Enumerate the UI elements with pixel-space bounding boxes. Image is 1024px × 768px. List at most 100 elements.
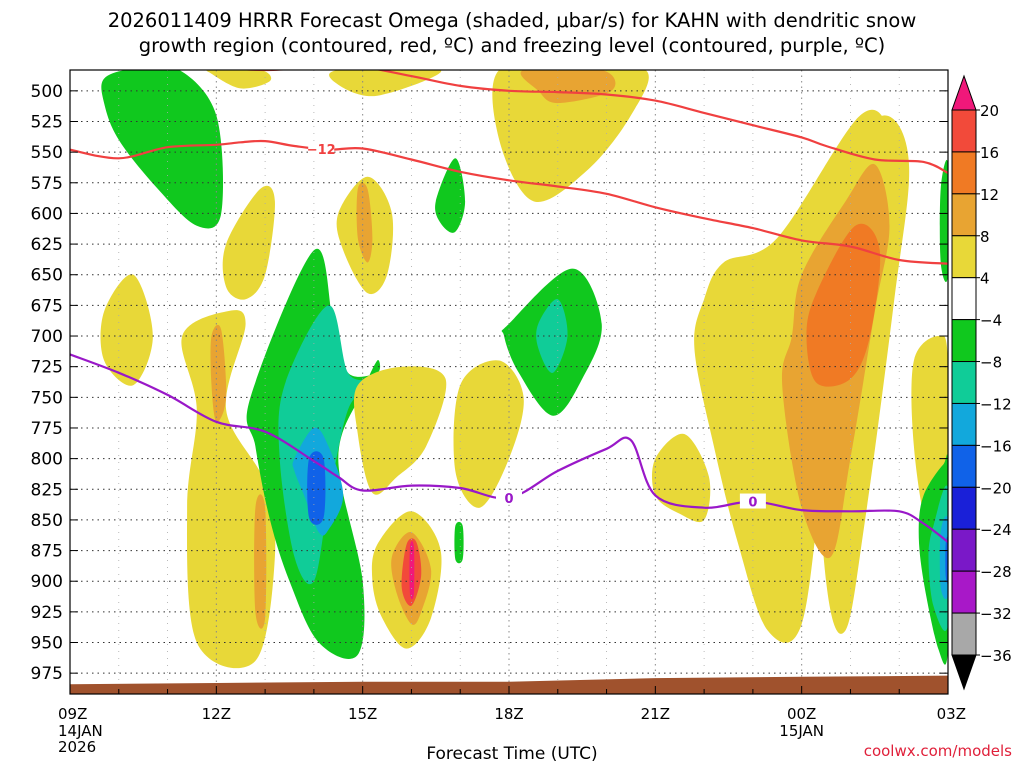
- x-axis-label: Forecast Time (UTC): [426, 744, 598, 764]
- y-tick-label-575: 575: [31, 174, 63, 194]
- omega-region-yellow-1130z-500: [206, 70, 272, 89]
- omega-region-green-1700z-865: [454, 521, 464, 564]
- colorbar: 20 16 12 8 4 −4 −8 −12 −16 −20 −24 −28 −32 −36: [951, 74, 1012, 691]
- omega-region-orange-1900z-510: [520, 70, 616, 104]
- y-tick-label-750: 750: [31, 388, 63, 408]
- x-tick-label-21Z: 21Z: [641, 705, 670, 723]
- y-tick-label-975: 975: [31, 664, 63, 684]
- colorbar-label-7: −12: [980, 395, 1012, 413]
- y-tick-label-650: 650: [31, 266, 63, 286]
- y-tick-label-500: 500: [31, 82, 63, 102]
- y-tick-label-700: 700: [31, 327, 63, 347]
- y-tick-label-875: 875: [31, 542, 63, 562]
- colorbar-label-0: 20: [980, 102, 999, 120]
- colorbar-label-12: −32: [980, 605, 1012, 623]
- ground-layer: [70, 675, 948, 694]
- x-tick-date-00Z: 15JAN: [779, 722, 824, 740]
- chart-title-line2: growth region (contoured, red, ºC) and f…: [138, 34, 886, 57]
- colorbar-label-4: 4: [980, 270, 990, 288]
- y-tick-label-600: 600: [31, 204, 63, 224]
- x-tick-date-09Z: 14JAN: [58, 722, 103, 740]
- colorbar-swatch-10: [951, 528, 977, 572]
- omega-region-deeporange-0030z-610-740: [806, 223, 881, 387]
- y-tick-label-775: 775: [31, 419, 63, 439]
- omega-region-yellow-2130z-785-850: [651, 433, 711, 523]
- colorbar-top-arrow: [951, 74, 977, 111]
- colorbar-swatch-9: [951, 486, 977, 530]
- omega-region-yellow-1230z-590-665: [222, 185, 275, 300]
- y-tick-label-725: 725: [31, 358, 63, 378]
- ground-surface: [70, 675, 948, 694]
- omega-region-yellow-1830z-720-840: [453, 360, 524, 508]
- colorbar-swatch-4: [951, 277, 977, 321]
- colorbar-swatch-11: [951, 570, 977, 614]
- contour-line-freezing-level: [70, 353, 948, 543]
- colorbar-label-6: −8: [980, 354, 1002, 372]
- contour-label-bg: [308, 140, 335, 156]
- y-tick-label-925: 925: [31, 603, 63, 623]
- omega-region-pink-1600z-885: [409, 541, 415, 600]
- omega-shading-layer: [100, 70, 948, 669]
- colorbar-label-3: 8: [980, 228, 990, 246]
- colorbar-swatch-8: [951, 444, 977, 488]
- colorbar-label-8: −16: [980, 437, 1012, 455]
- x-tick-label-09Z: 09Z: [58, 705, 87, 723]
- y-tick-label-950: 950: [31, 634, 63, 654]
- colorbar-label-1: 16: [980, 144, 999, 162]
- colorbar-label-9: −20: [980, 479, 1012, 497]
- contour-label-freezing-level: 0: [748, 496, 757, 511]
- contour-layer: −12 0 0: [70, 70, 948, 543]
- chart-title-line1: 2026011409 HRRR Forecast Omega (shaded, …: [107, 9, 917, 32]
- omega-region-orange-1300z-880: [254, 494, 267, 629]
- colorbar-swatch-0: [951, 109, 977, 153]
- x-tick-label-03Z: 03Z: [937, 705, 966, 723]
- x-tick-year-09Z: 2026: [58, 738, 96, 756]
- colorbar-label-5: −4: [980, 312, 1002, 330]
- colorbar-swatch-5: [951, 319, 977, 363]
- y-tick-label-525: 525: [31, 112, 63, 132]
- contour-label-dendritic-lower: −12: [307, 143, 336, 158]
- colorbar-swatch-3: [951, 235, 977, 279]
- colorbar-swatch-1: [951, 151, 977, 195]
- contour-label-bg: [496, 489, 522, 505]
- y-tick-label-800: 800: [31, 450, 63, 470]
- axis-layer: 500 525 550 575 600 625 650 675 700 725 750 775 800 8…: [31, 82, 966, 756]
- grid-layer: [70, 70, 948, 694]
- x-tick-label-12Z: 12Z: [202, 705, 231, 723]
- colorbar-label-2: 12: [980, 186, 999, 204]
- omega-region-green-0300z-560-650: [939, 159, 948, 282]
- colorbar-swatch-6: [951, 361, 977, 404]
- y-tick-label-550: 550: [31, 143, 63, 163]
- omega-region-yellow-1500z-725-840: [353, 366, 447, 495]
- contour-line-dendritic-upper: [236, 70, 948, 174]
- colorbar-bottom-arrow: [951, 654, 977, 691]
- y-tick-label-625: 625: [31, 235, 63, 255]
- omega-region-yellow-1200z-700-965: [181, 310, 276, 669]
- omega-region-orange-1500z-600: [356, 182, 373, 263]
- colorbar-label-10: −24: [980, 521, 1012, 539]
- omega-region-teal-1900z-700: [536, 299, 568, 373]
- colorbar-swatch-2: [951, 193, 977, 237]
- contour-label-bg: [739, 493, 766, 509]
- footer-link[interactable]: coolwx.com/models: [863, 742, 1012, 760]
- contour-label-freezing-level: 0: [504, 492, 513, 507]
- colorbar-swatch-12: [951, 612, 977, 656]
- omega-region-darkblue-1400z-825: [307, 451, 326, 525]
- omega-region-darkblue-0300z-880: [945, 536, 948, 584]
- y-tick-label-675: 675: [31, 296, 63, 316]
- x-tick-label-18Z: 18Z: [494, 705, 523, 723]
- colorbar-label-11: −28: [980, 563, 1012, 581]
- y-tick-label-825: 825: [31, 480, 63, 500]
- colorbar-swatch-7: [951, 402, 977, 446]
- omega-region-green-1700z-560-610: [435, 158, 466, 233]
- y-tick-label-900: 900: [31, 572, 63, 592]
- omega-region-yellow-1800z-483-590: [492, 70, 649, 202]
- x-tick-label-15Z: 15Z: [348, 705, 377, 723]
- chart-title: 2026011409 HRRR Forecast Omega (shaded, …: [0, 8, 1024, 58]
- x-tick-label-00Z: 00Z: [787, 705, 816, 723]
- colorbar-label-13: −36: [980, 647, 1012, 665]
- omega-region-yellow-1000z-650-740: [100, 274, 153, 386]
- y-tick-label-850: 850: [31, 511, 63, 531]
- contour-line-dendritic-lower: [70, 139, 948, 265]
